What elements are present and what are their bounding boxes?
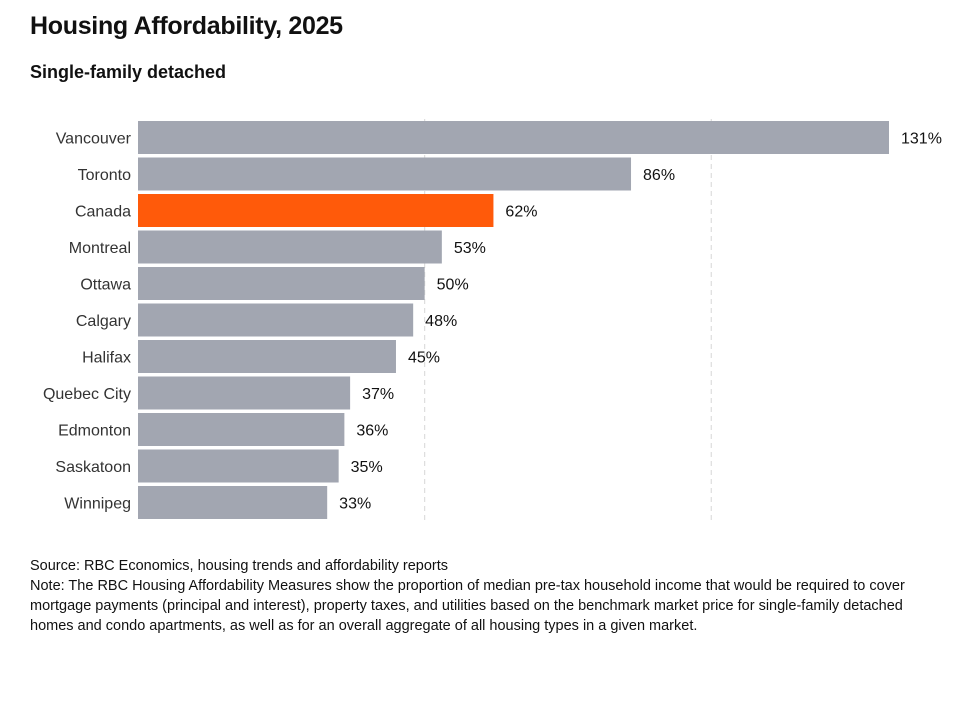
bar-canada — [138, 194, 494, 227]
category-label: Quebec City — [43, 386, 131, 403]
value-label: 37% — [362, 386, 394, 403]
bar-winnipeg — [138, 486, 328, 519]
chart-title: Housing Affordability, 2025 — [30, 12, 343, 40]
category-label: Edmonton — [58, 423, 131, 440]
value-label: 86% — [643, 167, 675, 184]
note-text: Note: The RBC Housing Affordability Meas… — [30, 578, 905, 634]
bar-vancouver — [138, 121, 889, 154]
bar-edmonton — [138, 413, 345, 446]
category-label: Winnipeg — [64, 496, 131, 513]
bar-chart: Vancouver 131% Toronto 86% Canada 62% Montreal… — [43, 119, 942, 521]
labels: Vancouver 131% Toronto 86% Canada 62% Montreal… — [43, 131, 942, 513]
bars — [138, 121, 889, 519]
bar-saskatoon — [138, 449, 339, 483]
bar-toronto — [138, 157, 632, 191]
source-text: Source: RBC Economics, housing trends an… — [30, 558, 449, 574]
value-label: 50% — [437, 277, 469, 294]
bar-halifax — [138, 340, 396, 373]
category-label: Toronto — [78, 167, 131, 184]
category-label: Montreal — [69, 240, 131, 257]
chart-subtitle: Single-family detached — [30, 62, 227, 82]
value-label: 62% — [505, 204, 537, 221]
value-label: 45% — [408, 350, 440, 367]
value-label: 35% — [351, 459, 383, 476]
value-label: 131% — [901, 131, 942, 148]
chart-footer: Source: RBC Economics, housing trends an… — [30, 556, 940, 636]
category-label: Ottawa — [80, 277, 131, 294]
value-label: 33% — [339, 496, 371, 513]
bar-calgary — [138, 303, 414, 337]
category-label: Calgary — [76, 313, 131, 330]
value-label: 48% — [425, 313, 457, 330]
bar-quebec-city — [138, 376, 351, 410]
category-label: Canada — [75, 204, 131, 221]
value-label: 36% — [356, 423, 388, 440]
value-label: 53% — [454, 240, 486, 257]
category-label: Vancouver — [56, 131, 132, 148]
category-label: Saskatoon — [55, 459, 131, 476]
bar-ottawa — [138, 267, 425, 300]
category-label: Halifax — [82, 350, 131, 367]
bar-montreal — [138, 230, 442, 264]
